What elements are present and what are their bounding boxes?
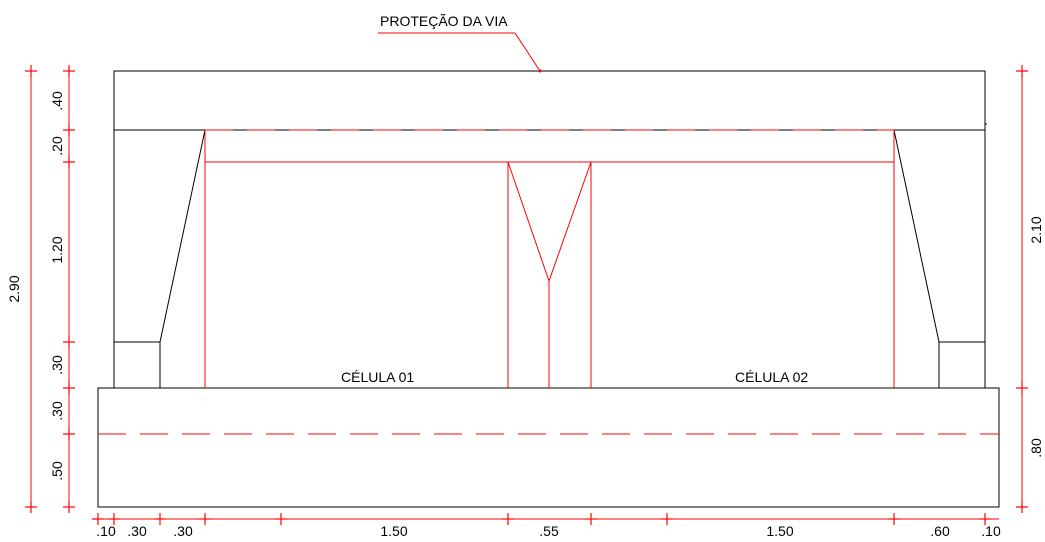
bottom-dim-text-3: .30	[173, 523, 193, 539]
leader-arrow-line	[514, 32, 541, 72]
base-slab-outline	[97, 387, 1000, 508]
bottom-dim-text-8: .10	[981, 523, 1001, 539]
cell-1-label: CÉLULA 01	[341, 369, 414, 385]
right-haunch-line	[893, 129, 940, 343]
center-wall-right-taper	[548, 161, 592, 282]
center-wall-left-taper	[507, 161, 550, 282]
left-total-dimension: 2.90	[6, 65, 37, 513]
right-dim-text-lower: .80	[1028, 438, 1044, 458]
bottom-dim-text-6: 1.50	[766, 523, 793, 539]
left-dim-text-4: .30	[49, 355, 65, 375]
bottom-dim-text-2: .30	[127, 523, 147, 539]
left-dim-text-5: .30	[49, 401, 65, 421]
bottom-dim-text-7: .60	[930, 523, 950, 539]
bottom-dim-text-4: 1.50	[380, 523, 407, 539]
left-dim-text-3: 1.20	[49, 236, 65, 263]
bottom-dim-text-1: .10	[96, 523, 116, 539]
left-part-dimensions: .40 .20 1.20 .30 .30 .50	[49, 65, 75, 513]
right-dim-text-upper: 2.10	[1028, 216, 1044, 243]
left-dim-text-1: .40	[49, 91, 65, 111]
leader-label: PROTEÇÃO DA VIA	[380, 13, 508, 29]
left-dim-text-2: .20	[49, 136, 65, 156]
left-haunch-line	[159, 129, 206, 343]
bottom-dimensions: .10 .30 .30 1.50 .55 1.50 .60 .10	[92, 513, 1001, 539]
interior-detail	[98, 129, 999, 435]
leader-point	[538, 69, 542, 73]
left-dim-text-6: .50	[49, 461, 65, 481]
left-total-dim-text: 2.90	[6, 275, 22, 302]
leader: PROTEÇÃO DA VIA	[378, 13, 542, 73]
bottom-dim-text-5: .55	[539, 523, 559, 539]
top-slab-outline	[113, 70, 986, 131]
cell-2-label: CÉLULA 02	[735, 369, 808, 385]
right-dimensions: 2.10 .80	[1016, 65, 1044, 513]
